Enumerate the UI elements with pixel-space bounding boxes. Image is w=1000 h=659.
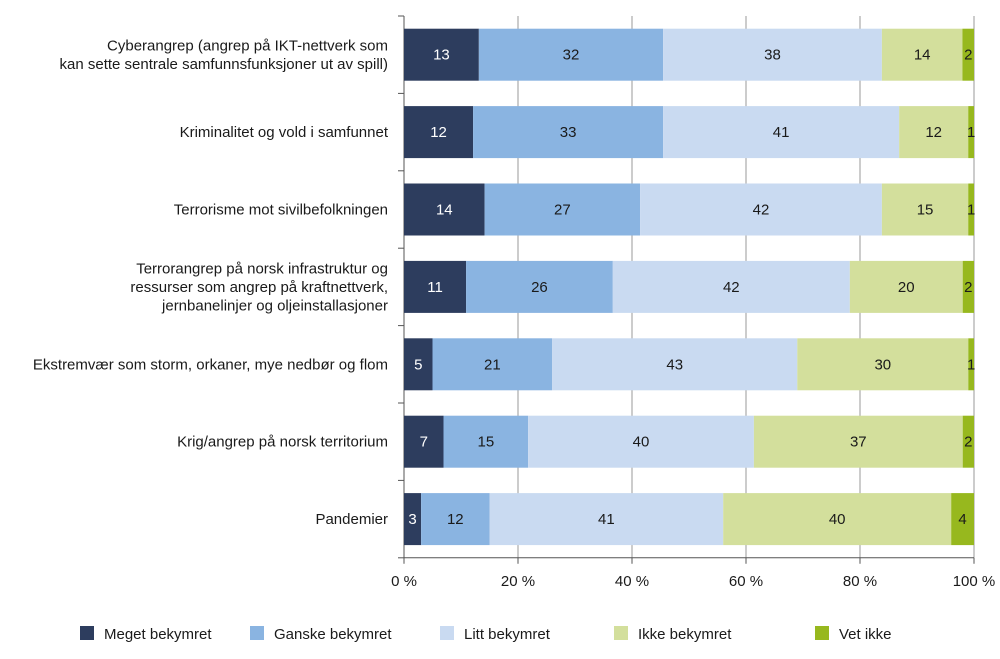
- legend-swatch: [440, 626, 454, 640]
- bar-segment: [404, 28, 479, 81]
- data-label: 14: [436, 202, 453, 219]
- data-label: 40: [829, 511, 846, 528]
- x-tick-label: 80 %: [843, 573, 877, 590]
- bar-segment: [640, 183, 882, 236]
- data-label: 41: [598, 511, 615, 528]
- x-tick-label: 100 %: [953, 573, 996, 590]
- legend-label: Meget bekymret: [104, 626, 212, 643]
- data-label: 30: [874, 356, 891, 373]
- bar-segment: [421, 493, 490, 546]
- bar-segment: [404, 183, 485, 236]
- data-label: 33: [560, 124, 577, 141]
- bar-segment: [404, 106, 474, 159]
- data-label: 12: [430, 124, 447, 141]
- bar-segment: [968, 338, 974, 391]
- data-label: 2: [964, 47, 972, 64]
- data-label: 15: [477, 434, 494, 451]
- bar-segment: [881, 28, 963, 81]
- data-label: 21: [484, 356, 501, 373]
- bar-segment: [663, 106, 900, 159]
- category-label: Cyberangrep (angrep på IKT-nettverk som: [107, 37, 388, 54]
- bar-segment: [404, 493, 422, 546]
- category-label: jernbanelinjer og oljeinstallasjoner: [161, 297, 388, 314]
- data-label: 32: [563, 47, 580, 64]
- data-label: 1: [967, 202, 975, 219]
- bar-segment: [404, 415, 444, 468]
- data-label: 38: [764, 47, 781, 64]
- data-label: 4: [958, 511, 966, 528]
- legend-swatch: [815, 626, 829, 640]
- bar-segment: [899, 106, 969, 159]
- bar-segment: [552, 338, 798, 391]
- bar-segment: [663, 28, 882, 81]
- data-label: 12: [447, 511, 464, 528]
- bar-segment: [484, 183, 641, 236]
- bar-segment: [432, 338, 553, 391]
- data-label: 11: [427, 279, 443, 296]
- bar-segment: [478, 28, 664, 81]
- bar-segment: [466, 260, 613, 313]
- category-label: Pandemier: [315, 511, 388, 528]
- category-label: Krig/angrep på norsk territorium: [177, 434, 388, 451]
- data-label: 3: [408, 511, 416, 528]
- legend-swatch: [614, 626, 628, 640]
- legend-label: Litt bekymret: [464, 626, 551, 643]
- data-label: 5: [414, 356, 422, 373]
- data-label: 20: [898, 279, 915, 296]
- data-label: 42: [753, 202, 770, 219]
- category-label: kan sette sentrale samfunnsfunksjoner ut…: [60, 56, 389, 73]
- data-label: 14: [914, 47, 931, 64]
- category-label: Terrorisme mot sivilbefolkningen: [174, 202, 388, 219]
- bar-segment: [968, 183, 974, 236]
- category-label: ressurser som angrep på kraftnettverk,: [130, 279, 388, 296]
- bar-segment: [962, 28, 974, 81]
- data-label: 1: [967, 356, 975, 373]
- legend-label: Ikke bekymret: [638, 626, 732, 643]
- category-label: Terrorangrep på norsk infrastruktur og: [136, 260, 388, 277]
- legend-swatch: [250, 626, 264, 640]
- bar-segment: [612, 260, 850, 313]
- bar-segment: [473, 106, 664, 159]
- bar-segment: [404, 260, 467, 313]
- bar-segment: [443, 415, 529, 468]
- bar-segment: [962, 415, 974, 468]
- data-label: 2: [964, 279, 972, 296]
- data-label: 27: [554, 202, 571, 219]
- x-tick-label: 20 %: [501, 573, 535, 590]
- bar-segment: [951, 493, 974, 546]
- bar-segment: [753, 415, 963, 468]
- legend-swatch: [80, 626, 94, 640]
- bar-segment: [528, 415, 754, 468]
- x-tick-label: 0 %: [391, 573, 417, 590]
- data-label: 37: [850, 434, 867, 451]
- data-label: 26: [531, 279, 548, 296]
- bar-segment: [968, 106, 974, 159]
- x-tick-label: 40 %: [615, 573, 649, 590]
- data-label: 15: [917, 202, 934, 219]
- data-label: 7: [420, 434, 428, 451]
- bar-segment: [404, 338, 433, 391]
- bar-segment: [881, 183, 969, 236]
- data-label: 12: [925, 124, 942, 141]
- bar-segment: [962, 260, 974, 313]
- legend-label: Vet ikke: [839, 626, 892, 643]
- category-label: Kriminalitet og vold i samfunnet: [180, 124, 389, 141]
- data-label: 13: [433, 47, 450, 64]
- bar-segment: [849, 260, 963, 313]
- x-tick-label: 60 %: [729, 573, 763, 590]
- legend-label: Ganske bekymret: [274, 626, 392, 643]
- bar-segment: [797, 338, 969, 391]
- data-label: 2: [964, 434, 972, 451]
- data-label: 40: [633, 434, 650, 451]
- bar-segment: [489, 493, 724, 546]
- data-label: 1: [967, 124, 975, 141]
- data-label: 42: [723, 279, 740, 296]
- category-label: Ekstremvær som storm, orkaner, mye nedbø…: [33, 356, 388, 373]
- bar-segment: [723, 493, 952, 546]
- data-label: 43: [666, 356, 683, 373]
- data-label: 41: [773, 124, 790, 141]
